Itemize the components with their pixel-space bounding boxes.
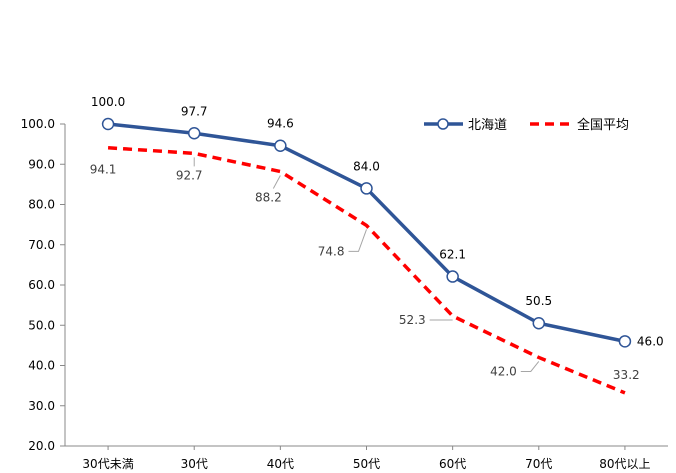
- data-label-leader: [348, 229, 367, 252]
- series-line-national: [107, 146, 626, 395]
- y-tick-label: 50.0: [28, 318, 55, 332]
- data-label-leader: [272, 175, 281, 189]
- series-line-hokkaido: [107, 122, 626, 344]
- x-tick-label: 30代未満: [82, 457, 133, 471]
- data-label-national: 42.0: [490, 364, 517, 378]
- y-tick-label: 70.0: [28, 238, 55, 252]
- y-tick-label: 40.0: [28, 359, 55, 373]
- legend-label-hokkaido: 北海道: [468, 118, 507, 133]
- data-label-hokkaido: 50.5: [525, 294, 552, 308]
- y-tick-label: 30.0: [28, 399, 55, 413]
- y-axis-ticks: 20.0 30.0 40.0 50.0 60.0 70.0 80.0 90.0 100.0: [21, 117, 65, 453]
- y-tick-label: 60.0: [28, 278, 55, 292]
- legend-marker-hokkaido: [437, 118, 449, 130]
- x-tick-label: 80代以上: [599, 457, 650, 471]
- x-tick-label: 30代: [181, 457, 208, 471]
- y-tick-label: 100.0: [21, 117, 55, 131]
- data-point-hokkaido: [360, 182, 373, 195]
- data-label-national: 33.2: [613, 368, 640, 382]
- series-layer: 100.0 97.7 94.6 84.0 62.1 50.5 46.0 94.1 92.7 88.…: [90, 95, 664, 395]
- data-label-leader: [520, 361, 540, 372]
- data-point-hokkaido: [187, 127, 201, 140]
- y-tick-label: 90.0: [28, 157, 55, 171]
- data-label-national: 88.2: [255, 190, 282, 204]
- x-tick-label: 60代: [439, 457, 466, 471]
- data-label-hokkaido: 100.0: [91, 95, 125, 109]
- data-point-hokkaido: [101, 117, 115, 131]
- x-tick-label: 70代: [525, 457, 552, 471]
- data-point-hokkaido: [274, 139, 287, 152]
- x-tick-label: 50代: [353, 457, 380, 471]
- y-tick-label: 80.0: [28, 198, 55, 212]
- data-point-hokkaido: [532, 316, 546, 330]
- data-label-national: 74.8: [318, 244, 345, 258]
- data-label-hokkaido: 62.1: [439, 248, 466, 262]
- legend-label-national: 全国平均: [577, 117, 629, 133]
- data-label-hokkaido: 97.7: [181, 104, 208, 118]
- data-label-national: 52.3: [399, 313, 426, 327]
- y-tick-label: 20.0: [28, 439, 55, 453]
- x-tick-label: 40代: [267, 457, 294, 471]
- data-point-hokkaido: [618, 335, 632, 348]
- data-point-hokkaido: [446, 270, 459, 283]
- x-axis-ticks: 30代未満 30代 40代 50代 60代 70代 80代以上: [82, 446, 651, 471]
- data-label-hokkaido: 94.6: [267, 117, 294, 131]
- data-label-hokkaido: 84.0: [353, 159, 380, 173]
- data-label-national: 94.1: [90, 163, 117, 177]
- data-label-national: 92.7: [176, 168, 203, 182]
- data-label-hokkaido: 46.0: [637, 334, 664, 348]
- legend: 北海道 全国平均: [424, 117, 629, 133]
